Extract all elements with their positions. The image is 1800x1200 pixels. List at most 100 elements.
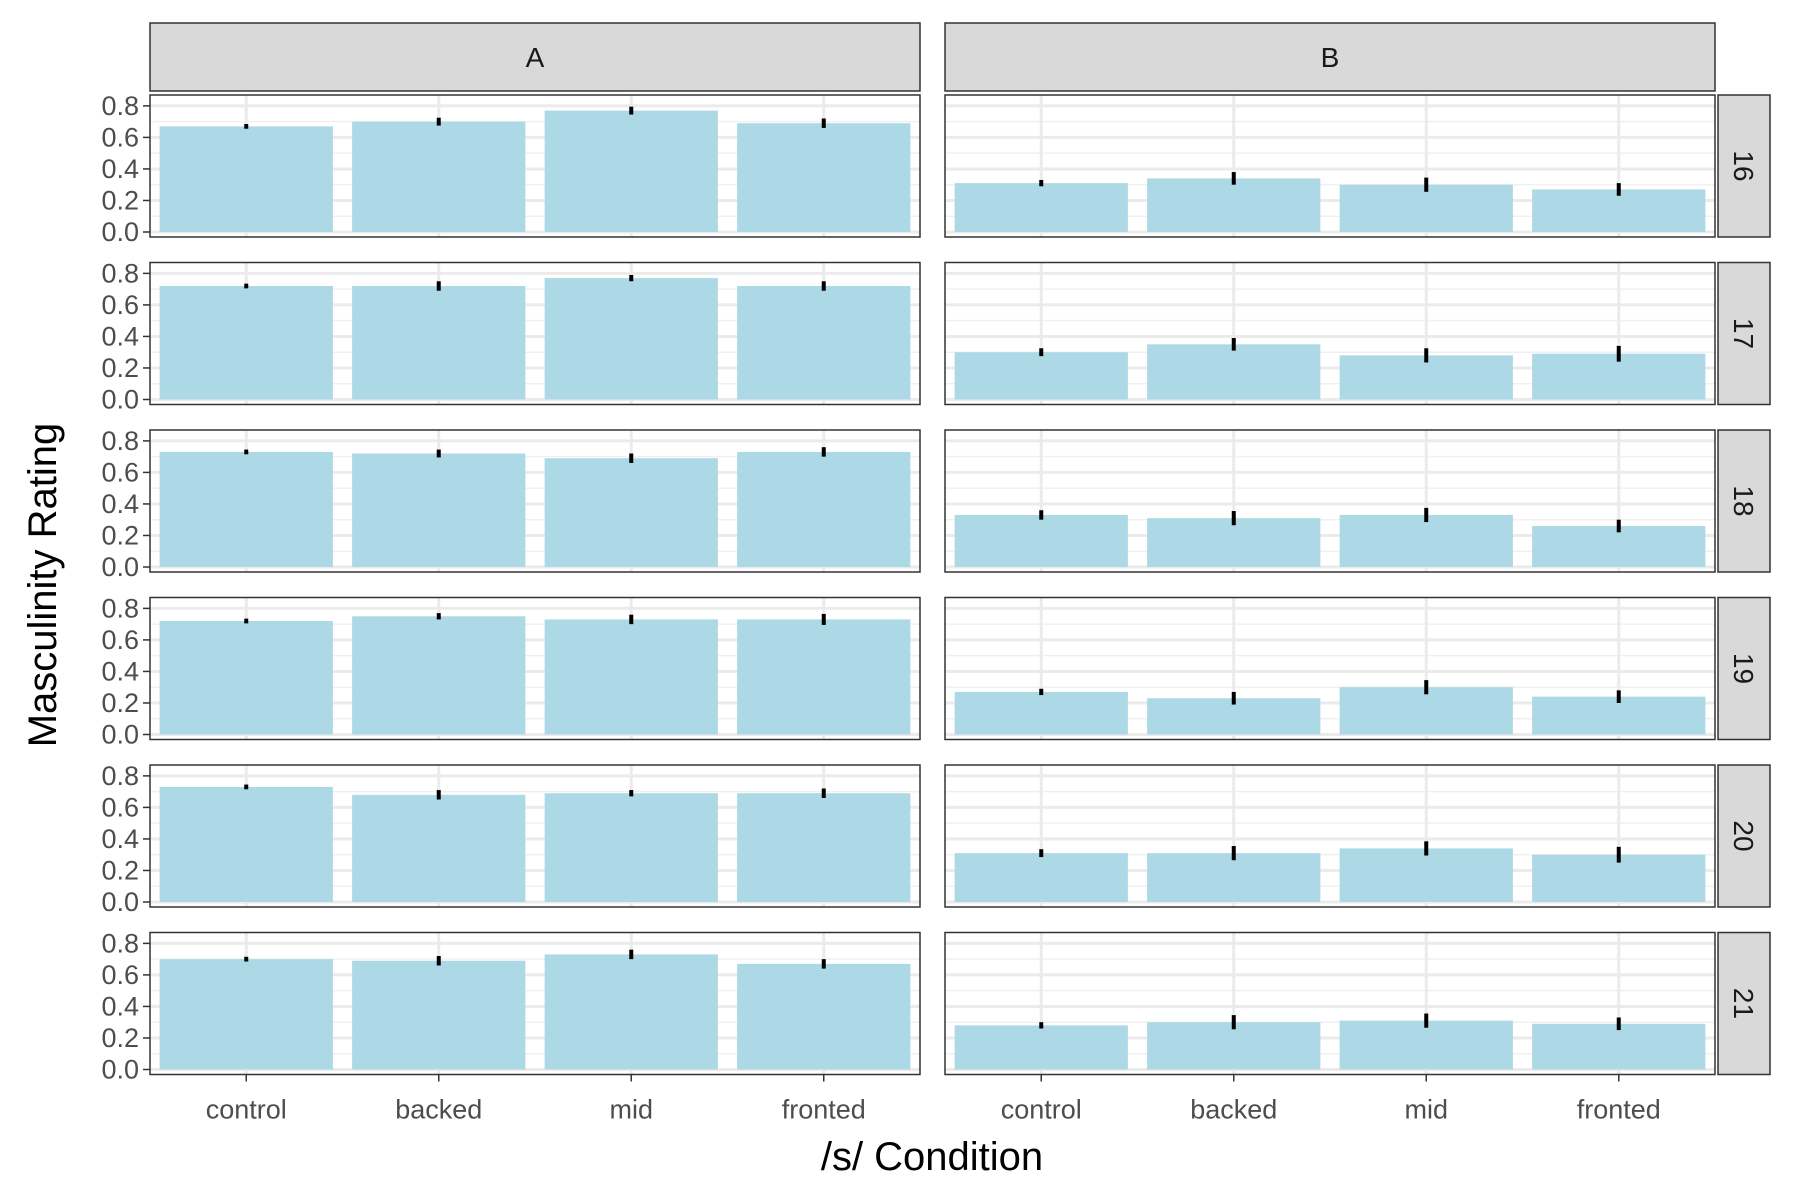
panel-b-21 [944,931,1716,1076]
y-tick-label: 0.8 [101,258,139,288]
strip-row-20: 20 [1717,764,1771,908]
bar-control [954,853,1128,902]
y-tick-label: 0.8 [101,928,139,958]
y-tick-label: 0.0 [101,552,139,582]
x-tick-label: backed [1190,1095,1277,1125]
strip-row-18: 18 [1717,429,1771,573]
bar-mid [1339,514,1513,567]
y-tick-label: 0.6 [101,122,139,152]
bar-control [159,786,333,902]
strip-label: 18 [1728,485,1759,516]
panel-b-20 [944,764,1716,908]
y-tick-label: 0.4 [101,991,139,1021]
bar-control [954,183,1128,232]
y-tick-label: 0.6 [101,960,139,990]
bar-backed [1147,853,1321,902]
panel-border [149,94,921,238]
bar-control [159,959,333,1070]
y-tick-label: 0.2 [101,688,139,718]
bar-control [159,451,333,567]
strip-label: 17 [1728,318,1759,349]
y-tick-label: 0.8 [101,761,139,791]
y-tick-label: 0.0 [101,385,139,415]
bar-mid [544,110,718,232]
y-tick-label: 0.0 [101,720,139,750]
y-axis-title: Masculinity Rating [21,423,65,748]
panel-b-19 [944,596,1716,741]
panel-a-20 [149,764,921,908]
strip-row-21: 21 [1717,931,1771,1076]
panels-layer [149,94,1716,1076]
bar-mid [544,954,718,1070]
panel-border [149,261,921,406]
strip-b: B [944,22,1716,92]
bar-control [159,285,333,400]
strip-background [1717,261,1771,406]
bar-control [954,352,1128,400]
bar-control [954,691,1128,735]
panel-border [944,764,1716,908]
bar-mid [544,458,718,567]
panel-border [944,931,1716,1076]
panel-a-18 [149,429,921,573]
bar-backed [352,960,526,1070]
bar-backed [352,794,526,902]
strip-a: A [149,22,921,92]
bar-backed [1147,178,1321,232]
y-tick-label: 0.2 [101,1023,139,1053]
bar-fronted [737,285,911,400]
panel-a-21 [149,931,921,1076]
bar-mid [544,793,718,902]
bar-fronted [737,619,911,735]
y-tick-label: 0.8 [101,426,139,456]
y-tick-label: 0.6 [101,625,139,655]
strip-row-19: 19 [1717,596,1771,741]
y-tick-label: 0.4 [101,154,139,184]
bar-control [159,126,333,232]
bar-fronted [737,793,911,902]
bar-control [159,620,333,735]
x-axis-title: /s/ Condition [821,1135,1043,1179]
strip-label: B [1321,42,1340,73]
y-tick-label: 0.8 [101,91,139,121]
strip-background [1717,764,1771,908]
strip-row-17: 17 [1717,261,1771,406]
y-tick-label: 0.0 [101,1055,139,1085]
strip-background [149,22,921,92]
bar-mid [544,278,718,400]
panel-border [149,429,921,573]
strip-background [1717,931,1771,1076]
bar-fronted [1532,526,1706,567]
strip-background [1717,429,1771,573]
bar-backed [1147,344,1321,400]
axes-layer: 0.00.20.40.60.80.00.20.40.60.80.00.20.40… [101,91,1660,1125]
panel-border [944,429,1716,573]
strip-label: 19 [1728,653,1759,684]
panel-border [149,764,921,908]
panel-b-16 [944,94,1716,238]
panel-b-17 [944,261,1716,406]
panel-border [944,94,1716,238]
x-tick-label: fronted [1577,1095,1661,1125]
x-tick-label: mid [609,1095,653,1125]
strip-label: 16 [1728,150,1759,181]
panel-b-18 [944,429,1716,573]
panel-a-19 [149,596,921,741]
strips-layer: A B 16 17 18 19 20 21 [149,22,1771,1076]
strip-label: 20 [1728,820,1759,851]
y-tick-label: 0.2 [101,353,139,383]
y-tick-label: 0.6 [101,290,139,320]
y-tick-label: 0.4 [101,824,139,854]
panel-a-17 [149,261,921,406]
strip-background [1717,94,1771,238]
bar-backed [352,453,526,567]
bar-fronted [737,451,911,567]
strip-background [944,22,1716,92]
bar-fronted [1532,189,1706,232]
panel-a-16 [149,94,921,238]
strip-background [1717,596,1771,741]
y-tick-label: 0.6 [101,792,139,822]
panel-border [944,261,1716,406]
y-tick-label: 0.2 [101,520,139,550]
panel-border [149,931,921,1076]
